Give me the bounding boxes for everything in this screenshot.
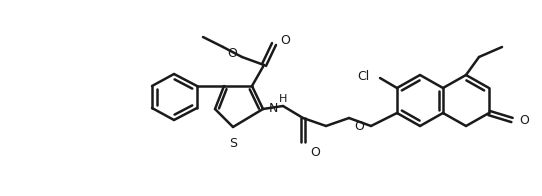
- Text: N: N: [269, 102, 278, 114]
- Text: Cl: Cl: [357, 70, 369, 83]
- Text: S: S: [229, 137, 237, 150]
- Text: O: O: [310, 146, 320, 159]
- Text: O: O: [227, 46, 237, 60]
- Text: O: O: [354, 120, 364, 132]
- Text: O: O: [519, 113, 529, 126]
- Text: O: O: [280, 34, 290, 46]
- Text: H: H: [279, 94, 287, 104]
